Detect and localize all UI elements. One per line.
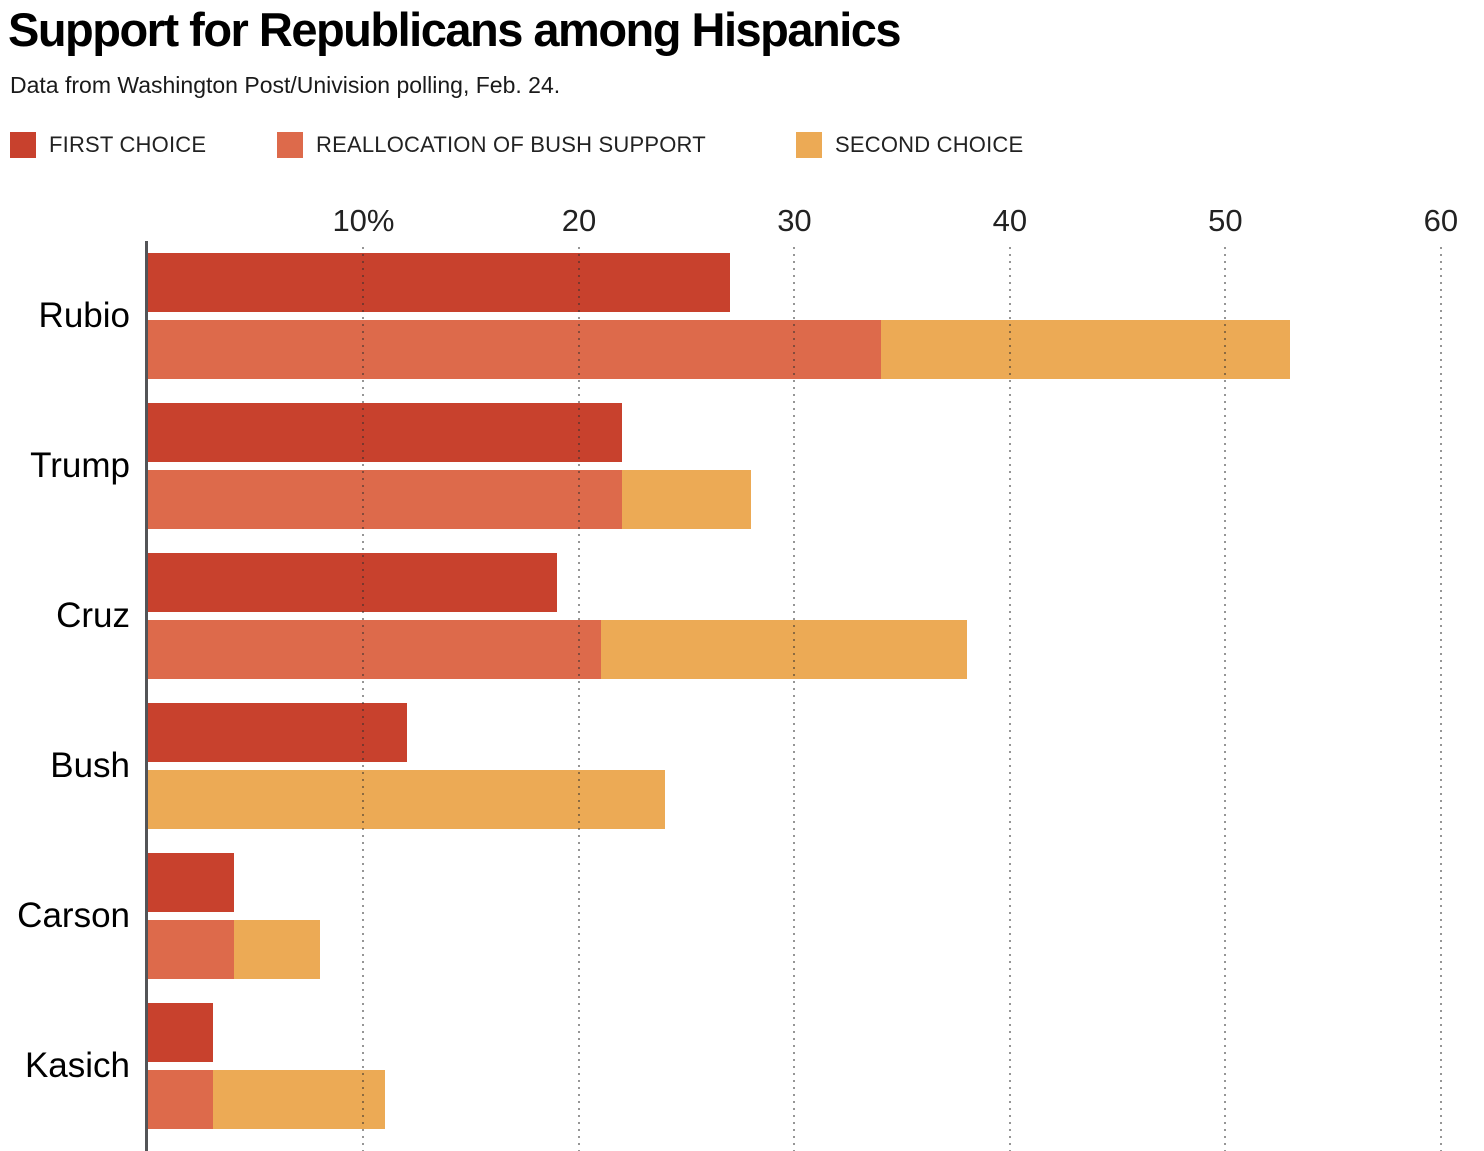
legend-item-first-choice: FIRST CHOICE [10,131,206,159]
bar-second-choice-carson [234,920,321,979]
y-axis-line [145,241,148,1151]
bar-second-choice-rubio [880,320,1291,379]
gridline-20 [577,247,580,1151]
bar-reallocation-kasich [148,1070,213,1129]
category-label-trump: Trump [30,446,130,485]
category-label-cruz: Cruz [56,596,130,635]
bar-reallocation-rubio [148,320,881,379]
legend-label-first-choice: FIRST CHOICE [49,132,207,157]
bar-second-choice-cruz [600,620,967,679]
legend-label-second-choice: SECOND CHOICE [835,132,1024,157]
category-label-carson: Carson [17,896,130,935]
chart-title: Support for Republicans among Hispanics [8,3,902,56]
bar-first-choice-carson [148,853,235,912]
bar-first-choice-kasich [148,1003,213,1062]
chart-subtitle: Data from Washington Post/Univision poll… [10,72,561,98]
gridline-30 [793,247,796,1151]
gridline-40 [1008,247,1011,1151]
legend-swatch-second-choice [796,132,822,158]
bar-first-choice-bush [148,703,407,762]
tick-label-50: 50 [1208,203,1243,238]
legend-swatch-first-choice [10,132,36,158]
gridline-10 [362,247,365,1151]
bar-reallocation-trump [148,470,623,529]
bar-second-choice-kasich [212,1070,386,1129]
category-label-bush: Bush [50,746,130,785]
tick-label-10: 10% [332,203,395,238]
gridline-60 [1439,247,1442,1151]
bar-first-choice-trump [148,403,623,462]
legend-swatch-reallocation-of-bush-support [277,132,303,158]
bar-second-choice-bush [148,770,666,829]
legend-item-second-choice: SECOND CHOICE [796,131,1023,159]
legend-label-reallocation-of-bush-support: REALLOCATION OF BUSH SUPPORT [316,132,706,157]
tick-label-40: 40 [992,203,1028,238]
bar-first-choice-cruz [148,553,558,612]
bar-first-choice-rubio [148,253,730,312]
bar-reallocation-cruz [148,620,601,679]
tick-label-30: 30 [777,203,812,238]
gridline-50 [1224,247,1227,1151]
bar-second-choice-trump [622,470,752,529]
category-label-kasich: Kasich [24,1046,130,1085]
legend-item-reallocation-of-bush-support: REALLOCATION OF BUSH SUPPORT [277,131,706,159]
tick-label-60: 60 [1423,203,1459,238]
bar-reallocation-carson [148,920,235,979]
category-label-rubio: Rubio [38,296,130,335]
tick-label-20: 20 [561,203,597,238]
